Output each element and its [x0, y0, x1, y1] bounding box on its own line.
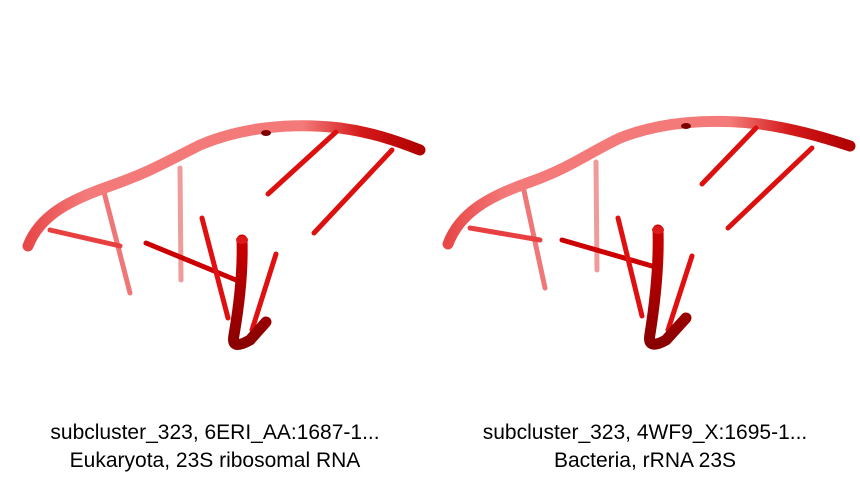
structure-subtitle: Bacteria, rRNA 23S	[553, 449, 737, 472]
structure-panel-right: subcluster_323, 4WF9_X:1695-1... Bacteri…	[430, 0, 860, 480]
structure-title: subcluster_323, 6ERI_AA:1687-1...	[50, 421, 380, 444]
structure-title: subcluster_323, 4WF9_X:1695-1...	[482, 421, 808, 444]
structure-subtitle: Eukaryota, 23S ribosomal RNA	[69, 449, 361, 472]
rna-structure-image	[22, 120, 426, 351]
rna-structure-image	[442, 115, 856, 350]
structure-panel-left: subcluster_323, 6ERI_AA:1687-1... Eukary…	[22, 120, 426, 472]
